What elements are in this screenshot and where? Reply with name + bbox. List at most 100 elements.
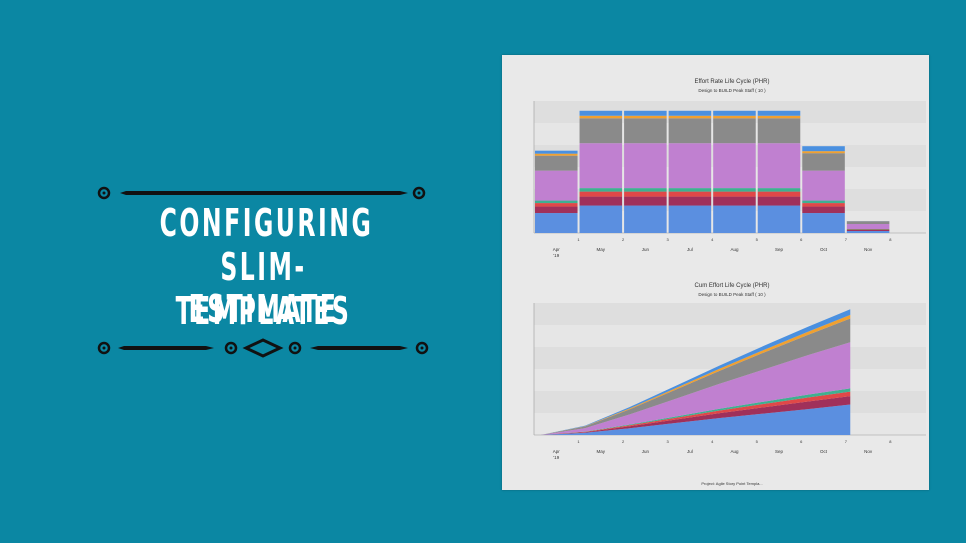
chart1-bar-segment [624,110,667,116]
chart1-bar-segment [668,188,712,192]
chart2-period-label: 2 [622,439,625,444]
chart2-month-label: May [597,449,606,454]
diamond-icon [242,338,284,358]
ornament-circle-icon [224,341,238,355]
chart1-bar-segment [713,143,756,189]
chart1-bar-segment [579,196,623,206]
chart1-bar-segment [668,118,712,144]
chart1-bar-segment [757,143,801,189]
chart2-area-series [540,404,851,435]
chart2-area-series [540,388,851,435]
chart2-month-label: Jun [642,449,650,454]
chart1-bar-segment [846,224,890,230]
chart1-bar-segment [802,203,845,207]
chart1-bar-segment [802,200,845,204]
chart1-bar-segment [802,151,845,154]
ornament-bar [310,346,408,350]
chart2-title: Cum Effort Life Cycle (PHR) [695,283,770,289]
chart1-bar-segment [713,191,756,197]
chart2-month-label: Apr [553,449,561,454]
chart1-bar-segment [579,188,623,192]
chart1-bar-segment [579,118,623,144]
headline-line-1: CONFIGURING [159,201,374,245]
chart1-bar-segment [579,205,623,233]
chart1-period-label: 2 [622,237,625,242]
chart1-bar-segment [535,150,578,154]
chart1-bar-segment [624,143,667,189]
chart1-bar-segment [846,231,890,233]
chart2-month-label-year: '19 [553,455,559,460]
chart1-bar-segment [624,118,667,144]
chart1-month-label: May [597,247,606,252]
chart1-bar-segment [757,191,801,197]
ornament-circle-icon [97,186,111,200]
chart1-subtitle: Design to BUILD Peak Staff ( 10 ) [698,88,766,93]
chart1-period-label: 5 [756,237,759,242]
chart2-period-label: 1 [577,439,580,444]
chart1-month-label-year: '19 [553,253,559,258]
chart2-period-label: 3 [667,439,670,444]
chart1-bar-segment [846,230,890,232]
chart1-title: Effort Rate Life Cycle (PHR) [695,79,770,85]
chart1-month-label: Oct [820,247,828,252]
chart1-bar-segment [802,153,845,171]
chart1-period-label: 6 [800,237,803,242]
chart1-bar-segment [535,170,578,201]
chart1-bar-segment [802,213,845,233]
cum-effort-chart: 1 2 3 4 5 6 7 8 Apr'19 May Jun Jul Aug Sep Oct Nov [533,303,926,460]
chart1-period-label: 4 [711,237,714,242]
title-block: CONFIGURING SLIM-ESTIMATE TEMPLATES [96,180,431,360]
chart1-period-label: 3 [667,237,670,242]
chart1-bar-segment [757,188,801,192]
chart2-month-label: Aug [730,449,739,454]
chart2-period-label: 7 [845,439,848,444]
chart1-month-label: Jul [687,247,693,252]
chart2-month-label: Jul [687,449,693,454]
chart1-bar-segment [802,170,845,201]
chart1-bar-segment [579,115,623,119]
chart2-month-label: Nov [864,449,873,454]
chart1-bar-segment [713,205,756,233]
chart1-period-label: 8 [889,237,892,242]
chart2-period-label: 6 [800,439,803,444]
chart1-bar-segment [668,110,712,116]
chart1-period-label: 1 [577,237,580,242]
chart1-bar-segment [535,153,578,156]
headline-line-2: SLIM-ESTIMATE [188,245,339,331]
chart1-bar-segment [713,196,756,206]
chart1-bar-segment [668,191,712,197]
chart1-bar-segment [757,110,801,116]
chart1-bar-segment [624,115,667,119]
chart1-month-label: Aug [730,247,739,252]
ornament-circle-icon [415,341,429,355]
chart1-bar-segment [713,110,756,116]
chart2-month-label: Sep [775,449,784,454]
effort-rate-chart: 1 2 3 4 5 6 7 8 Apr'19 May Jun Jul Aug Sep Oct Nov [533,101,926,258]
chart2-area-series [540,342,851,435]
ornament-circle-icon [412,186,426,200]
chart1-bar-segment [757,118,801,144]
chart2-subtitle: Design to BUILD Peak Staff ( 10 ) [698,292,766,297]
chart1-bar-segment [624,205,667,233]
chart1-bar-segment [579,191,623,197]
chart1-bar-segment [713,188,756,192]
chart1-period-label: 7 [845,237,848,242]
chart1-bar-segment [757,205,801,233]
chart1-bar-segment [668,115,712,119]
chart1-bar-segment [802,206,845,214]
chart1-bar-segment [668,196,712,206]
chart1-bar-segment [713,118,756,144]
ornament-circle-icon [97,341,111,355]
chart1-bar-segment [668,205,712,233]
chart1-month-label: Apr [553,247,561,252]
ornament-bar [118,346,214,350]
chart2-month-label: Oct [820,449,828,454]
chart1-bar-segment [668,143,712,189]
chart-footer: Project: Agile Story Point Templa... [701,481,762,486]
chart1-bar-segment [757,115,801,119]
ornamental-divider-bottom [97,338,429,358]
chart1-bar-segment [757,196,801,206]
chart2-period-label: 8 [889,439,892,444]
ornament-circle-icon [288,341,302,355]
chart1-bar-segment [535,213,578,233]
